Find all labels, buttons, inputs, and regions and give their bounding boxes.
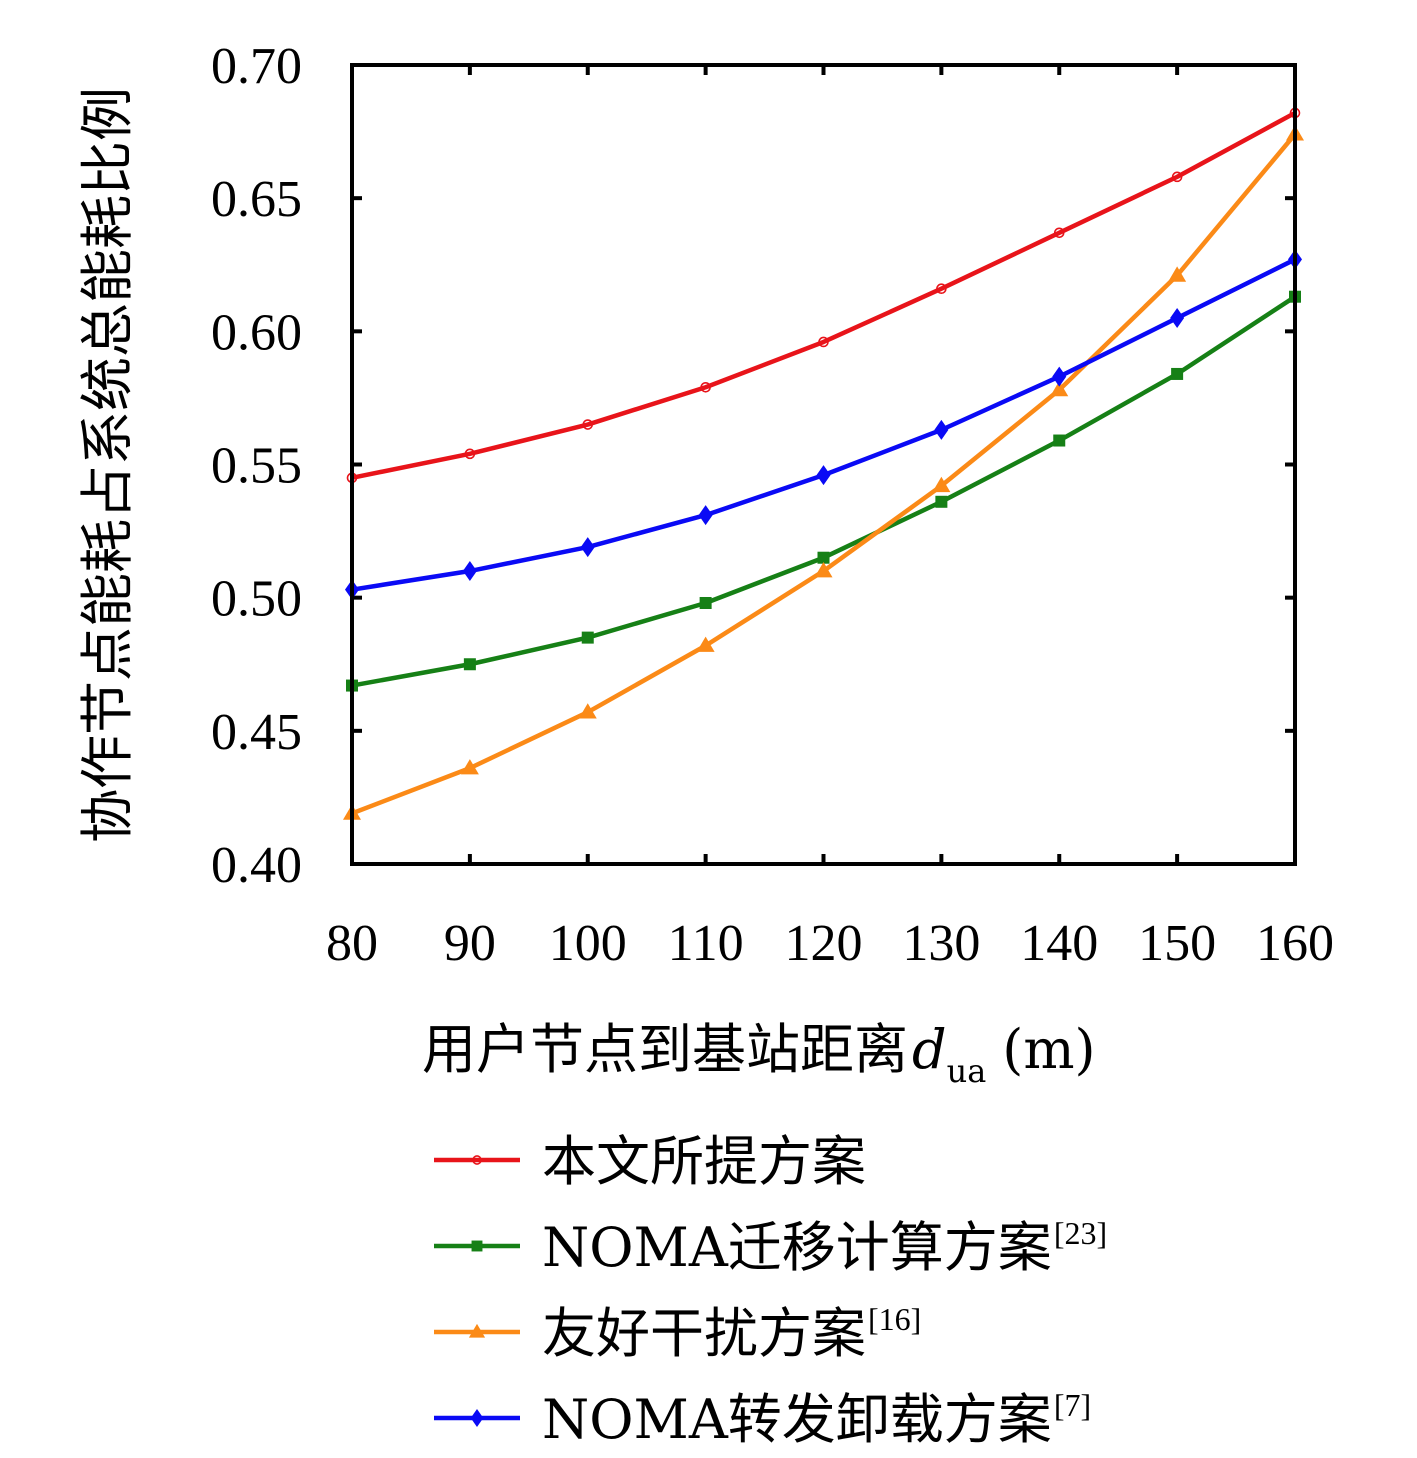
y-tick-label: 0.65 (211, 171, 302, 228)
legend-item: NOMA转发卸载方案[7] (434, 1387, 1091, 1451)
data-point (1053, 227, 1065, 239)
series-1 (346, 290, 1301, 692)
data-point (696, 636, 715, 652)
legend-item: NOMA迁移计算方案[23] (434, 1215, 1107, 1279)
y-axis-label-group: 协作节点能耗占系统总能耗比例 (76, 87, 139, 843)
data-point (578, 703, 597, 719)
x-axis-label-subscript: ua (947, 1052, 987, 1090)
legend-swatch-marker (472, 1155, 482, 1165)
x-axis-label-group: 用户节点到基站距离dua (m) (422, 1018, 1096, 1090)
data-point (460, 759, 479, 775)
data-point (462, 561, 477, 582)
series-line (351, 110, 1297, 481)
data-point (1053, 434, 1066, 447)
y-tick-label: 0.60 (211, 304, 302, 361)
x-tick-label: 100 (549, 915, 627, 972)
data-point (581, 631, 594, 644)
x-tick-label: 110 (668, 915, 744, 972)
x-axis-label-symbol: d (912, 1018, 947, 1081)
legend-label: NOMA转发卸载方案[7] (542, 1387, 1091, 1451)
data-point (700, 381, 711, 393)
svg-text:用户节点到基站距离dua(m): 用户节点到基站距离dua (m) (422, 1018, 1096, 1090)
x-axis-label-unit: (m) (1002, 1018, 1095, 1081)
legend-swatch-marker (468, 1323, 486, 1338)
data-point (1050, 380, 1069, 397)
data-point (582, 419, 594, 430)
series-line (351, 294, 1297, 688)
data-point (1168, 266, 1187, 282)
x-tick-label: 80 (326, 915, 378, 972)
legend-swatch-marker (471, 1240, 483, 1252)
y-axis-label: 协作节点能耗占系统总能耗比例 (76, 87, 139, 843)
data-point (1170, 308, 1185, 329)
y-tick-label: 0.40 (211, 837, 302, 894)
y-tick-label: 0.50 (211, 571, 302, 628)
series-layer (343, 107, 1304, 820)
data-point (580, 537, 595, 558)
legend-swatch-marker (470, 1409, 484, 1427)
axis-ticks: 0.40 0.45 0.50 0.55 0.60 0.65 0.70 80 90 100 110 12… (211, 38, 1334, 972)
legend: 本文所提方案 NOMA迁移计算方案[23] 友好干扰方案[16] NOMA转发卸载方案… (434, 1130, 1107, 1451)
data-point (932, 476, 951, 493)
data-point (934, 419, 949, 440)
legend-label-text: 本文所提方案 (542, 1130, 866, 1193)
series-3 (345, 249, 1302, 600)
data-point (699, 596, 712, 609)
x-tick-label: 120 (785, 915, 863, 972)
y-tick-label: 0.45 (211, 704, 302, 761)
x-tick-label: 150 (1138, 915, 1216, 972)
legend-item: 本文所提方案 (434, 1130, 866, 1193)
series-line (351, 257, 1297, 592)
x-axis-label-text: 用户节点到基站距离 (422, 1018, 908, 1081)
legend-label: 本文所提方案 (542, 1130, 866, 1193)
legend-label-text: 友好干扰方案 (542, 1302, 866, 1365)
data-point (1171, 367, 1184, 380)
x-tick-label: 90 (444, 915, 496, 972)
x-tick-label: 140 (1020, 915, 1098, 972)
data-point (1052, 366, 1067, 387)
legend-reference: [23] (1054, 1215, 1107, 1251)
legend-label-text: NOMA迁移计算方案 (542, 1216, 1052, 1279)
data-point (814, 562, 833, 578)
legend-label: 友好干扰方案[16] (542, 1301, 921, 1365)
legend-reference: [7] (1054, 1387, 1091, 1423)
data-point (816, 465, 831, 486)
legend-item: 友好干扰方案[16] (434, 1301, 921, 1365)
x-tick-label: 130 (902, 915, 980, 972)
legend-reference: [16] (868, 1301, 921, 1337)
y-tick-label: 0.70 (211, 38, 302, 95)
data-point (935, 495, 948, 508)
legend-label-text: NOMA转发卸载方案 (542, 1388, 1052, 1451)
data-point (1171, 171, 1183, 183)
data-point (698, 505, 713, 526)
data-point (463, 658, 476, 671)
plot-frame (350, 63, 1297, 866)
x-tick-label: 160 (1256, 915, 1334, 972)
data-point (817, 551, 830, 564)
y-tick-label: 0.55 (211, 438, 302, 495)
data-point (464, 448, 476, 460)
data-point (936, 283, 947, 295)
data-point (818, 336, 829, 348)
legend-label: NOMA迁移计算方案[23] (542, 1215, 1107, 1279)
